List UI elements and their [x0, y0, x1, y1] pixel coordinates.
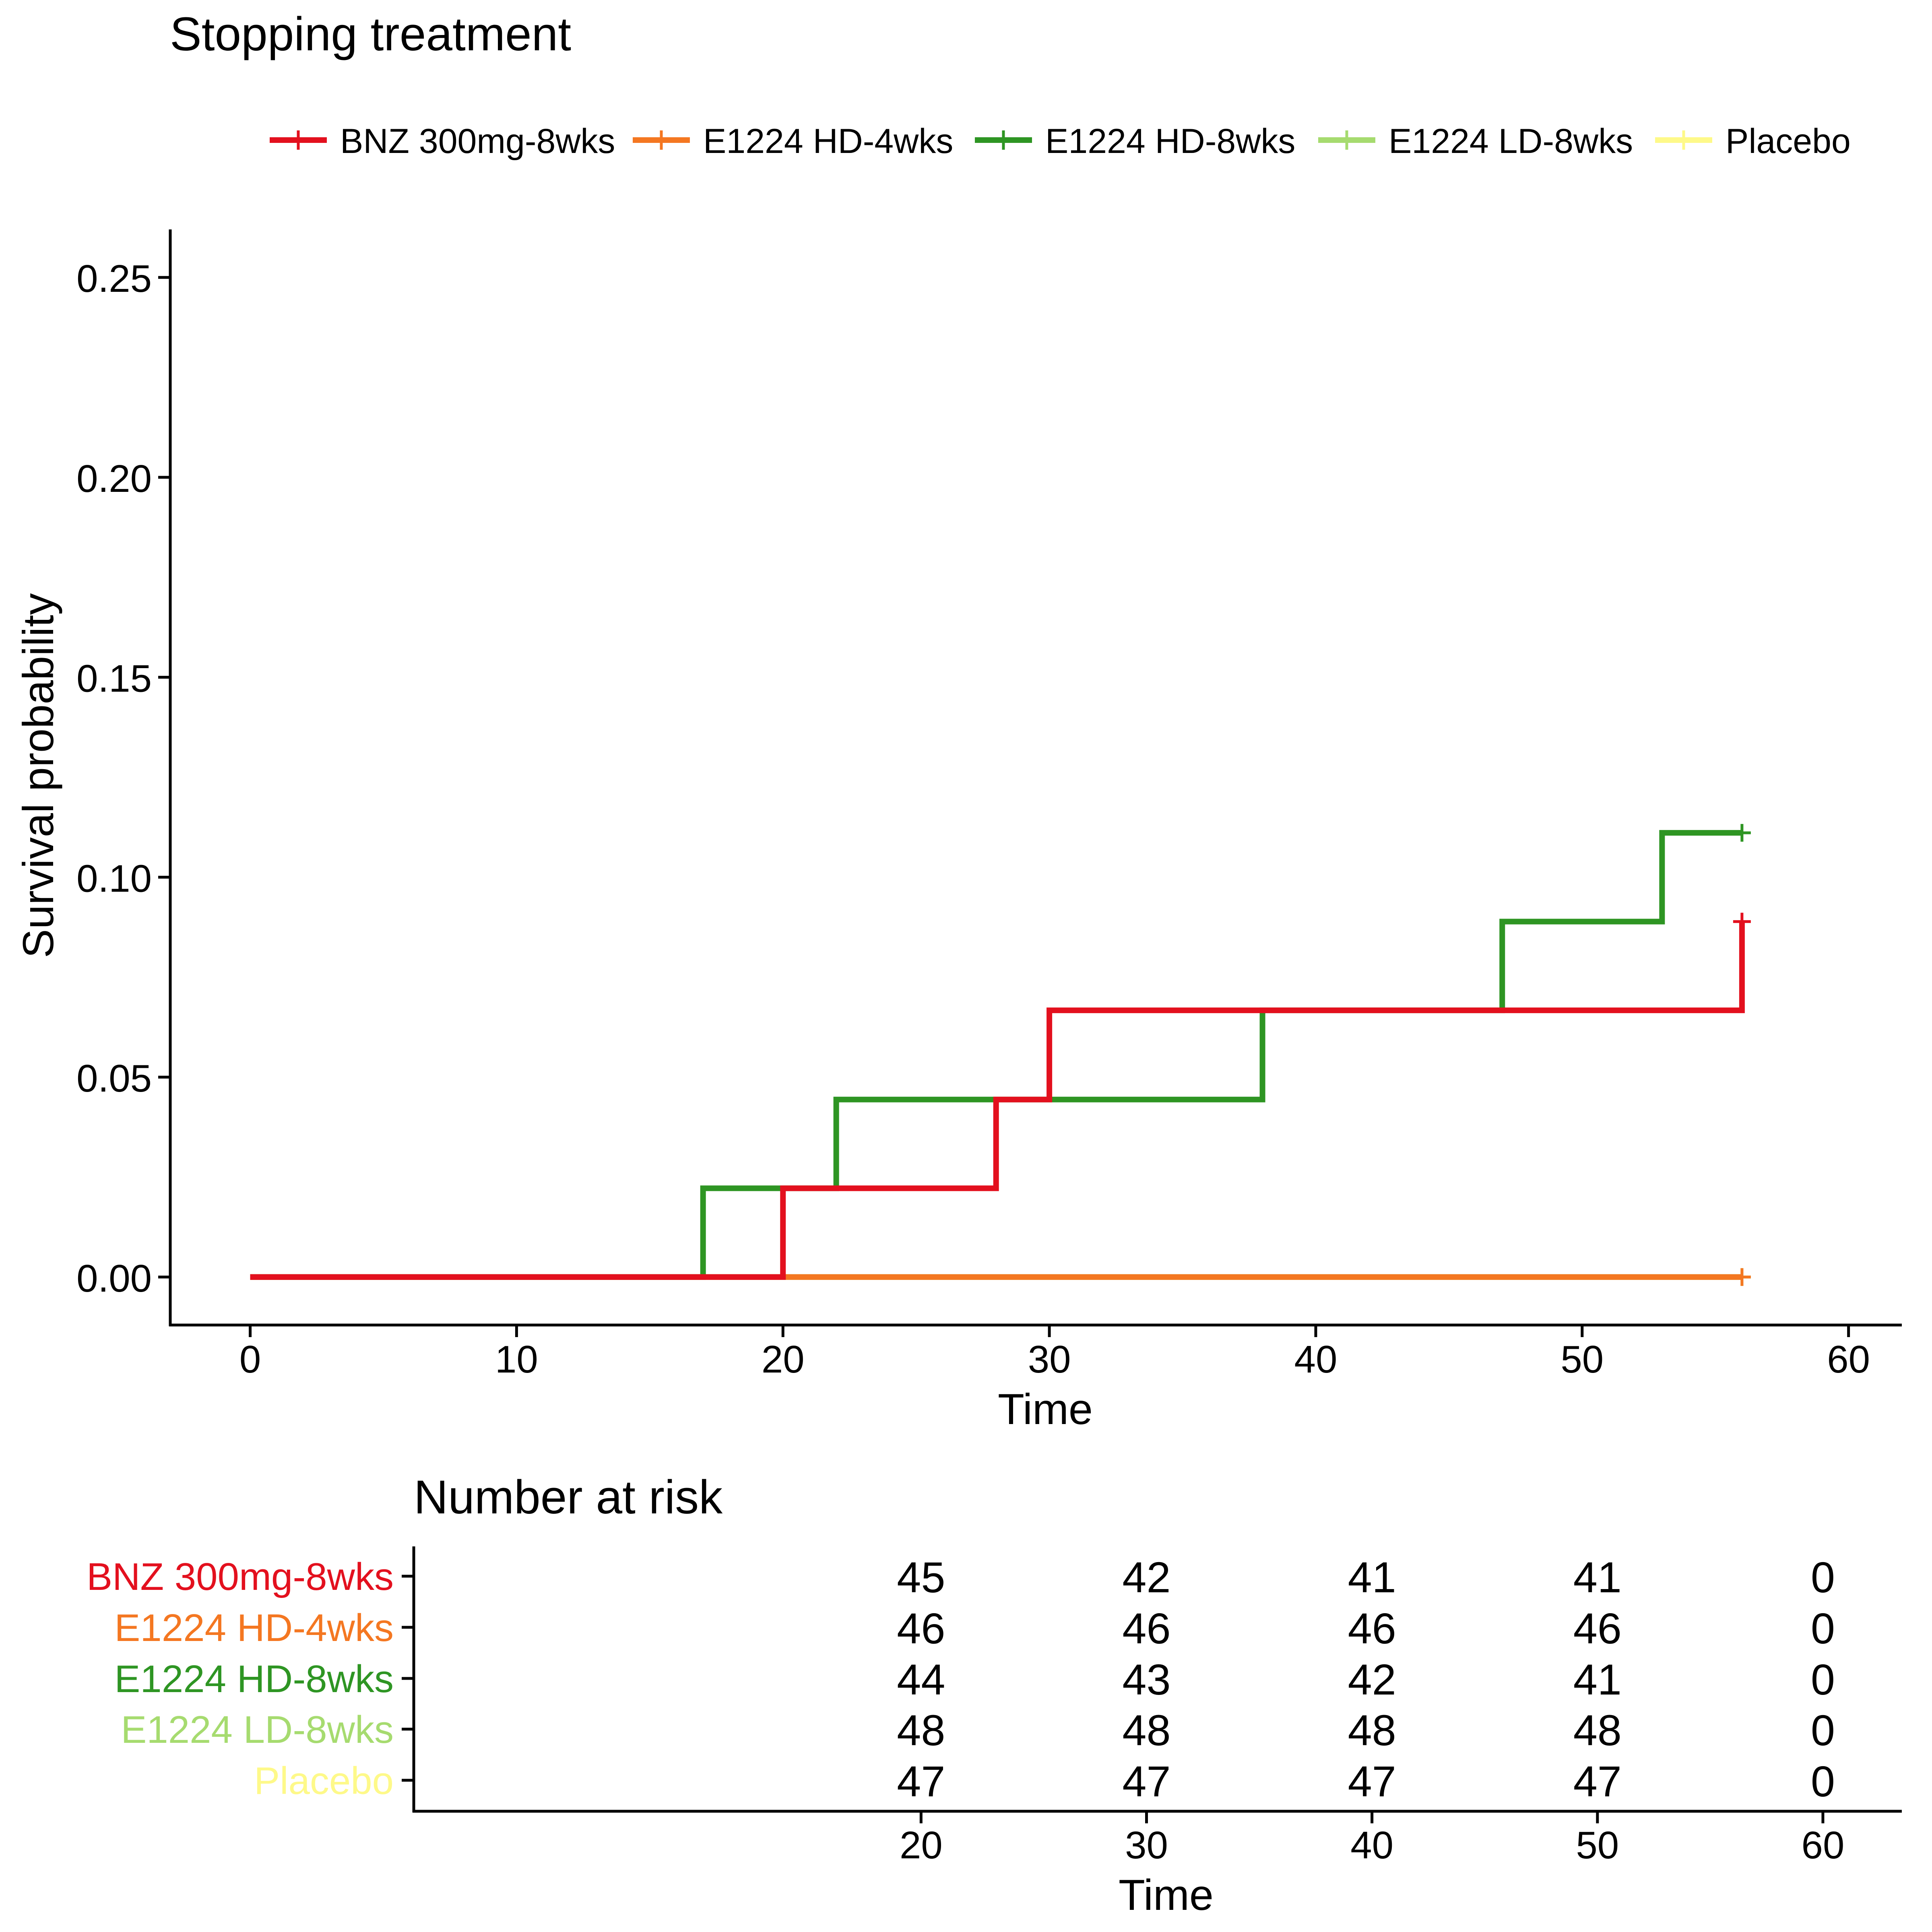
legend-label-placebo: Placebo: [1726, 122, 1851, 161]
risk-count-cell: 47: [1573, 1757, 1622, 1806]
risk-x-tick-label: 30: [1125, 1824, 1168, 1867]
x-tick-label: 30: [1028, 1338, 1071, 1381]
risk-count-cell: 0: [1811, 1655, 1835, 1704]
risk-table-rows: BNZ 300mg-8wks 45 42 41 41 0 E1224 HD-4wks 46 46…: [87, 1553, 1835, 1806]
legend-label-e1224-ld-8wks: E1224 LD-8wks: [1389, 122, 1633, 161]
risk-count-cell: 46: [897, 1604, 945, 1653]
risk-count-cell: 46: [1348, 1604, 1396, 1653]
risk-count-cell: 45: [897, 1553, 945, 1602]
risk-count-cell: 0: [1811, 1757, 1835, 1806]
risk-count-cell: 47: [1348, 1757, 1396, 1806]
risk-count-cell: 0: [1811, 1706, 1835, 1754]
x-axis-ticks: 0 10 20 30 40 50 60: [239, 1325, 1870, 1381]
legend-label-bnz-300mg-8wks: BNZ 300mg-8wks: [340, 122, 615, 161]
x-tick-label: 40: [1294, 1338, 1338, 1381]
risk-count-cell: 48: [1573, 1706, 1622, 1754]
risk-count-cell: 41: [1573, 1655, 1622, 1704]
y-tick-label: 0.10: [76, 857, 152, 900]
risk-count-cell: 47: [1122, 1757, 1170, 1806]
risk-count-cell: 41: [1573, 1553, 1622, 1602]
risk-count-cell: 43: [1122, 1655, 1170, 1704]
y-tick-label: 0.15: [76, 657, 152, 700]
risk-table-title: Number at risk: [414, 1471, 723, 1524]
risk-row-label-bnz-300mg-8wks: BNZ 300mg-8wks: [87, 1555, 394, 1598]
risk-x-tick-label: 40: [1350, 1824, 1393, 1867]
risk-x-tick-label: 50: [1576, 1824, 1619, 1867]
km-plot: 0.00 0.05 0.10 0.15 0.20 0.25 0 10 20 30 40 50 60 T…: [14, 229, 1902, 1433]
legend-label-e1224-hd-8wks: E1224 HD-8wks: [1045, 122, 1295, 161]
risk-count-cell: 0: [1811, 1553, 1835, 1602]
risk-count-cell: 48: [897, 1706, 945, 1754]
risk-x-tick-label: 20: [900, 1824, 943, 1867]
risk-x-axis-ticks: 20 30 40 50 60: [900, 1811, 1844, 1867]
risk-row-label-e1224-ld-8wks: E1224 LD-8wks: [121, 1708, 394, 1751]
y-tick-label: 0.25: [76, 257, 152, 300]
series-lines: [250, 824, 1751, 1286]
risk-count-cell: 44: [897, 1655, 945, 1704]
risk-count-cell: 41: [1348, 1553, 1396, 1602]
chart-title: Stopping treatment: [170, 8, 571, 61]
risk-row-label-placebo: Placebo: [254, 1759, 394, 1802]
risk-count-cell: 42: [1348, 1655, 1396, 1704]
risk-count-cell: 46: [1573, 1604, 1622, 1653]
y-axis-label: Survival probability: [14, 593, 62, 958]
risk-count-cell: 0: [1811, 1604, 1835, 1653]
risk-x-tick-label: 60: [1802, 1824, 1845, 1867]
x-tick-label: 50: [1560, 1338, 1604, 1381]
risk-count-cell: 46: [1122, 1604, 1170, 1653]
x-tick-label: 0: [239, 1338, 261, 1381]
y-tick-label: 0.00: [76, 1257, 152, 1300]
y-tick-label: 0.20: [76, 457, 152, 500]
y-axis-ticks: 0.00 0.05 0.10 0.15 0.20 0.25: [76, 257, 170, 1300]
risk-table: Number at risk BNZ 300mg-8wks 45 42 41 41 0 E1…: [87, 1471, 1902, 1919]
legend: BNZ 300mg-8wks E1224 HD-4wks E1224 HD-8wks…: [270, 122, 1851, 161]
risk-count-cell: 42: [1122, 1553, 1170, 1602]
series-line-bnz-300mg-8wks: [250, 921, 1745, 1280]
risk-x-axis-label: Time: [1119, 1870, 1214, 1919]
y-tick-label: 0.05: [76, 1057, 152, 1100]
risk-row-label-e1224-hd-4wks: E1224 HD-4wks: [114, 1606, 394, 1649]
risk-count-cell: 48: [1122, 1706, 1170, 1754]
risk-row-label-e1224-hd-8wks: E1224 HD-8wks: [114, 1657, 394, 1701]
series-line-e1224-hd-8wks: [250, 830, 1742, 1280]
risk-count-cell: 47: [897, 1757, 945, 1806]
legend-label-e1224-hd-4wks: E1224 HD-4wks: [703, 122, 953, 161]
x-tick-label: 20: [762, 1338, 805, 1381]
x-axis-label: Time: [998, 1385, 1093, 1433]
risk-count-cell: 48: [1348, 1706, 1396, 1754]
x-tick-label: 60: [1827, 1338, 1870, 1381]
x-tick-label: 10: [495, 1338, 538, 1381]
